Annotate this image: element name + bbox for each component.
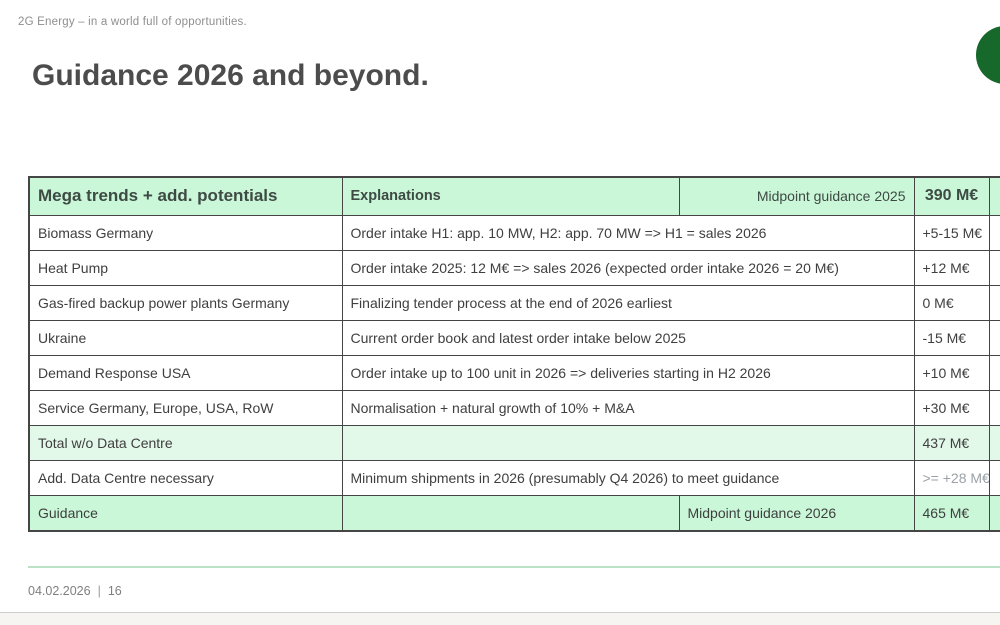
guidance-table: Mega trends + add. potentials Explanatio…	[28, 176, 1000, 532]
page-title: Guidance 2026 and beyond.	[32, 59, 429, 92]
row-explanation: Current order book and latest order inta…	[341, 319, 915, 356]
footer-page-number: 16	[107, 584, 122, 598]
header-midpoint-guidance-2025: Midpoint guidance 2025	[678, 176, 915, 216]
row-explanation: Finalizing tender process at the end of …	[341, 284, 915, 321]
row-clipped-cell	[988, 389, 1000, 426]
row-label: Ukraine	[28, 319, 343, 356]
row-value: 437 M€	[913, 424, 990, 461]
table-header-row: Mega trends + add. potentials Explanatio…	[28, 176, 1000, 216]
row-clipped-cell	[988, 284, 1000, 321]
header-value-390: 390 M€	[913, 176, 990, 216]
footer: 04.02.2026 | 16	[28, 584, 122, 598]
header-mega-trends: Mega trends + add. potentials	[28, 176, 343, 216]
table-row-demand-response: Demand Response USA Order intake up to 1…	[28, 354, 1000, 391]
row-explanation: Normalisation + natural growth of 10% + …	[341, 389, 915, 426]
row-clipped-cell	[988, 249, 1000, 286]
row-value: +5-15 M€	[913, 214, 990, 251]
footer-divider-line	[28, 566, 1000, 568]
brand-logo-circle	[976, 26, 1000, 84]
row-explanation	[341, 424, 915, 461]
row-label: Gas-fired backup power plants Germany	[28, 284, 343, 321]
window-bottom-strip	[0, 612, 1000, 625]
row-clipped-cell	[988, 354, 1000, 391]
table-row-guidance: Guidance Midpoint guidance 2026 465 M€	[28, 494, 1000, 532]
row-clipped-cell	[988, 319, 1000, 356]
table-row-total-wo-data-centre: Total w/o Data Centre 437 M€	[28, 424, 1000, 461]
table-row-gas-fired: Gas-fired backup power plants Germany Fi…	[28, 284, 1000, 321]
row-value: -15 M€	[913, 319, 990, 356]
row-clipped-cell	[988, 214, 1000, 251]
row-clipped-cell	[988, 424, 1000, 461]
row-clipped-cell	[988, 494, 1000, 532]
row-value: 465 M€	[913, 494, 990, 532]
company-tagline: 2G Energy – in a world full of opportuni…	[18, 16, 247, 28]
footer-date: 04.02.2026	[28, 584, 91, 598]
footer-separator: |	[97, 584, 101, 598]
row-value: 0 M€	[913, 284, 990, 321]
row-label: Add. Data Centre necessary	[28, 459, 343, 496]
row-label: Biomass Germany	[28, 214, 343, 251]
header-explanations: Explanations	[341, 176, 680, 216]
row-label: Guidance	[28, 494, 343, 532]
row-explanation: Order intake H1: app. 10 MW, H2: app. 70…	[341, 214, 915, 251]
midpoint-guidance-2026-label: Midpoint guidance 2026	[678, 494, 915, 532]
row-value: +12 M€	[913, 249, 990, 286]
table-row-heat-pump: Heat Pump Order intake 2025: 12 M€ => sa…	[28, 249, 1000, 286]
row-label: Demand Response USA	[28, 354, 343, 391]
table-row-add-data-centre: Add. Data Centre necessary Minimum shipm…	[28, 459, 1000, 496]
header-clipped-cell	[988, 176, 1000, 216]
table-row-service: Service Germany, Europe, USA, RoW Normal…	[28, 389, 1000, 426]
table-row-biomass: Biomass Germany Order intake H1: app. 10…	[28, 214, 1000, 251]
row-explanation: Order intake up to 100 unit in 2026 => d…	[341, 354, 915, 391]
row-value: >= +28 M€	[913, 459, 990, 496]
row-value: +10 M€	[913, 354, 990, 391]
row-explanation: Order intake 2025: 12 M€ => sales 2026 (…	[341, 249, 915, 286]
row-label: Service Germany, Europe, USA, RoW	[28, 389, 343, 426]
row-label: Total w/o Data Centre	[28, 424, 343, 461]
row-clipped-cell	[988, 459, 1000, 496]
row-explanation: Minimum shipments in 2026 (presumably Q4…	[341, 459, 915, 496]
row-value: +30 M€	[913, 389, 990, 426]
row-explanation-empty	[341, 494, 680, 532]
table-row-ukraine: Ukraine Current order book and latest or…	[28, 319, 1000, 356]
row-label: Heat Pump	[28, 249, 343, 286]
